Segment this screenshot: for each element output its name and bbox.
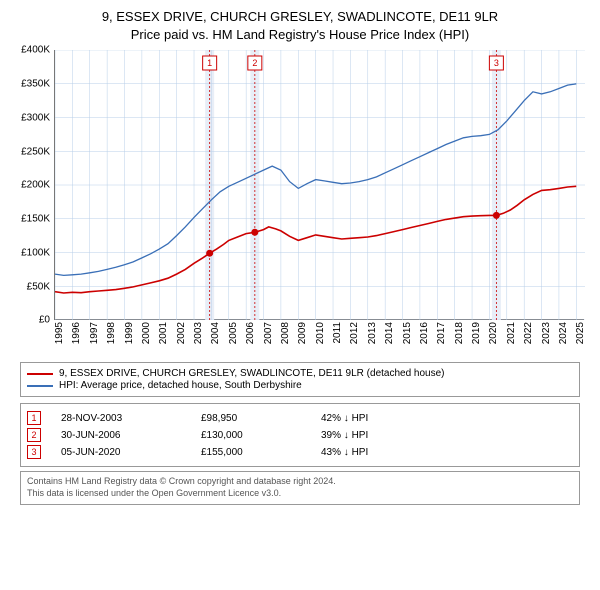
- x-tick-label: 2014: [384, 322, 395, 344]
- sales-table: 1 28-NOV-2003£98,95042% ↓ HPI 2 30-JUN-2006…: [20, 403, 580, 467]
- sale-date: 28-NOV-2003: [61, 413, 201, 424]
- x-tick-label: 2002: [176, 322, 187, 344]
- x-tick-label: 1995: [54, 322, 65, 344]
- x-tick-label: 2005: [228, 322, 239, 344]
- x-tick-label: 1998: [106, 322, 117, 344]
- title-line-2: Price paid vs. HM Land Registry's House …: [10, 26, 590, 44]
- x-tick-label: 1997: [89, 322, 100, 344]
- y-tick-label: £300K: [21, 112, 50, 123]
- footer-line-1: Contains HM Land Registry data © Crown c…: [27, 476, 573, 488]
- sale-date: 30-JUN-2006: [61, 430, 201, 441]
- x-tick-label: 2011: [332, 322, 343, 344]
- x-tick-label: 2000: [141, 322, 152, 344]
- chart-title: 9, ESSEX DRIVE, CHURCH GRESLEY, SWADLINC…: [10, 8, 590, 44]
- sale-badge: 1: [27, 411, 41, 425]
- sale-row: 1 28-NOV-2003£98,95042% ↓ HPI: [27, 411, 573, 425]
- x-tick-label: 2013: [367, 322, 378, 344]
- x-tick-label: 2025: [575, 322, 586, 344]
- svg-text:1: 1: [207, 58, 212, 68]
- x-tick-label: 2018: [454, 322, 465, 344]
- sale-diff: 42% ↓ HPI: [321, 413, 573, 424]
- x-tick-label: 2020: [488, 322, 499, 344]
- sale-badge: 3: [27, 445, 41, 459]
- sale-date: 05-JUN-2020: [61, 447, 201, 458]
- sale-price: £130,000: [201, 430, 321, 441]
- x-tick-label: 2021: [506, 322, 517, 344]
- sale-row: 2 30-JUN-2006£130,00039% ↓ HPI: [27, 428, 573, 442]
- footer-box: Contains HM Land Registry data © Crown c…: [20, 471, 580, 504]
- svg-text:2: 2: [252, 58, 257, 68]
- sale-diff: 43% ↓ HPI: [321, 447, 573, 458]
- x-tick-label: 2010: [315, 322, 326, 344]
- sale-badge: 2: [27, 428, 41, 442]
- legend-label: 9, ESSEX DRIVE, CHURCH GRESLEY, SWADLINC…: [59, 368, 445, 379]
- svg-text:3: 3: [494, 58, 499, 68]
- x-tick-label: 1999: [124, 322, 135, 344]
- x-tick-label: 2019: [471, 322, 482, 344]
- x-tick-label: 2016: [419, 322, 430, 344]
- title-line-1: 9, ESSEX DRIVE, CHURCH GRESLEY, SWADLINC…: [10, 8, 590, 26]
- chart-container: 9, ESSEX DRIVE, CHURCH GRESLEY, SWADLINC…: [0, 0, 600, 513]
- y-tick-label: £400K: [21, 45, 50, 56]
- y-tick-label: £0: [39, 315, 50, 326]
- y-tick-label: £100K: [21, 247, 50, 258]
- footer-line-2: This data is licensed under the Open Gov…: [27, 488, 573, 500]
- y-tick-label: £150K: [21, 214, 50, 225]
- x-tick-label: 2023: [541, 322, 552, 344]
- y-axis: £0£50K£100K£150K£200K£250K£300K£350K£400…: [10, 50, 54, 320]
- sale-price: £98,950: [201, 413, 321, 424]
- x-tick-label: 2003: [193, 322, 204, 344]
- x-tick-label: 2001: [158, 322, 169, 344]
- y-tick-label: £350K: [21, 79, 50, 90]
- x-tick-label: 2006: [245, 322, 256, 344]
- x-tick-label: 2009: [297, 322, 308, 344]
- legend-row: HPI: Average price, detached house, Sout…: [27, 380, 573, 391]
- legend-label: HPI: Average price, detached house, Sout…: [59, 380, 302, 391]
- x-tick-label: 2007: [263, 322, 274, 344]
- x-tick-label: 2004: [210, 322, 221, 344]
- sale-diff: 39% ↓ HPI: [321, 430, 573, 441]
- sale-row: 3 05-JUN-2020£155,00043% ↓ HPI: [27, 445, 573, 459]
- x-axis: 1995 1996 1997 1998 1999 2000 2001 2002 2003 2004…: [54, 322, 584, 360]
- legend-box: 9, ESSEX DRIVE, CHURCH GRESLEY, SWADLINC…: [20, 362, 580, 397]
- x-tick-label: 2017: [436, 322, 447, 344]
- legend-swatch: [27, 373, 53, 375]
- x-tick-label: 1996: [71, 322, 82, 344]
- plot-area: 1 2 3: [54, 50, 584, 320]
- y-tick-label: £250K: [21, 146, 50, 157]
- legend-swatch: [27, 385, 53, 387]
- x-tick-label: 2022: [523, 322, 534, 344]
- y-tick-label: £50K: [27, 281, 50, 292]
- x-tick-label: 2008: [280, 322, 291, 344]
- y-tick-label: £200K: [21, 180, 50, 191]
- x-tick-label: 2024: [558, 322, 569, 344]
- legend-row: 9, ESSEX DRIVE, CHURCH GRESLEY, SWADLINC…: [27, 368, 573, 379]
- plot-svg: 1 2 3: [55, 50, 585, 320]
- x-tick-label: 2012: [349, 322, 360, 344]
- x-tick-label: 2015: [402, 322, 413, 344]
- sale-price: £155,000: [201, 447, 321, 458]
- chart-area: £0£50K£100K£150K£200K£250K£300K£350K£400…: [10, 50, 590, 360]
